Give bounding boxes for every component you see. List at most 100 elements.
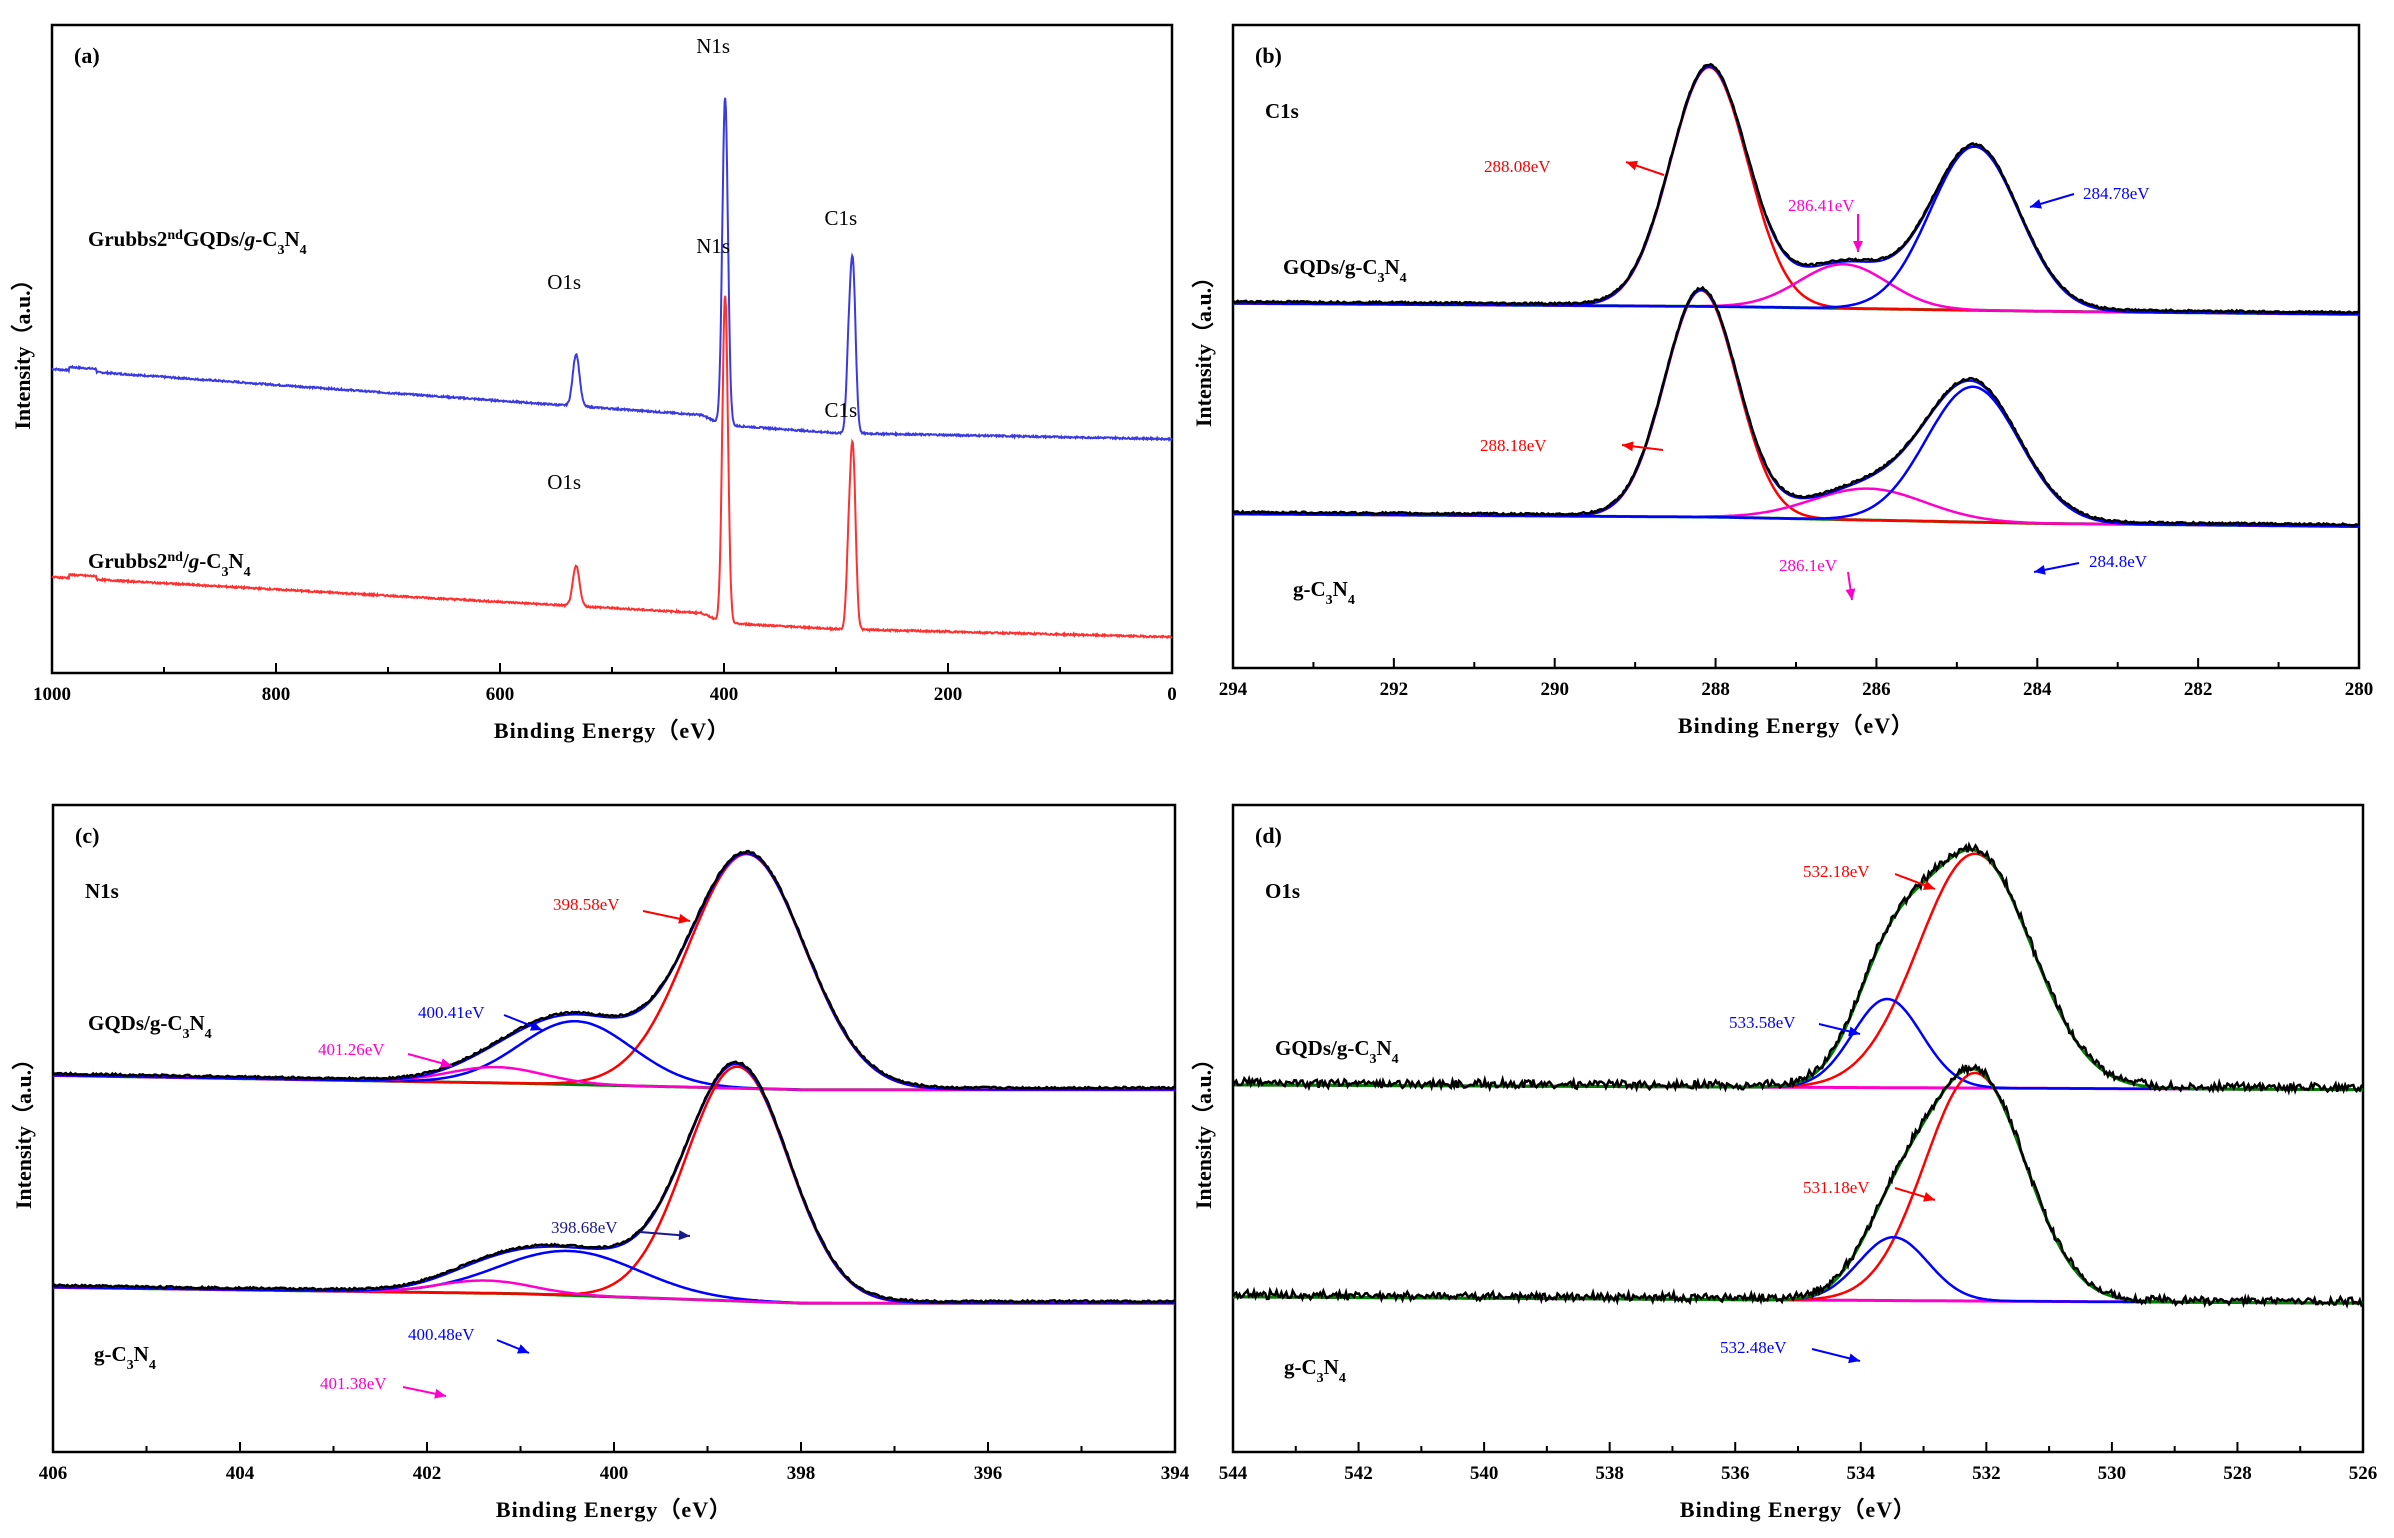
fit-envelope-line [52, 852, 1175, 1091]
x-tick-label: 542 [1344, 1463, 1373, 1484]
series-name: Grubbs2nd/g-C3N4 [88, 549, 251, 580]
peak-label: O1s [547, 270, 581, 294]
x-tick-label: 530 [2098, 1463, 2127, 1484]
arrow-head [440, 1058, 452, 1068]
series-name: g-C3N4 [1284, 1355, 1346, 1386]
peak-energy-label: 398.68eV [551, 1218, 618, 1237]
peak-label: O1s [547, 470, 581, 494]
panel-label: (c) [75, 823, 99, 848]
panel-label: (b) [1255, 43, 1282, 68]
x-tick-label: 406 [39, 1463, 68, 1484]
raw-spectrum-line [1232, 62, 2360, 315]
x-axis-label: Binding Energy（eV） [1678, 713, 1914, 738]
arrow-head [434, 1388, 446, 1399]
fit-component-line [1233, 997, 2363, 1091]
raw-spectrum-line [1231, 841, 2364, 1096]
peak-energy-label: 286.1eV [1779, 556, 1838, 575]
core-level-label: O1s [1265, 879, 1300, 903]
y-axis-label: Intensity（a.u.） [1191, 266, 1216, 427]
fit-component-line [1233, 487, 2359, 528]
arrow-head [1923, 1192, 1935, 1202]
survey-spectrum-line [51, 295, 1173, 640]
x-tick-label: 526 [2349, 1463, 2378, 1484]
series-name: GQDs/g-C3N4 [88, 1011, 212, 1042]
series-name: Grubbs2ndGQDs/g-C3N4 [88, 227, 307, 258]
peak-energy-label: 400.41eV [418, 1003, 485, 1022]
raw-spectrum-line [1231, 1063, 2364, 1309]
arrow-head [1848, 1026, 1860, 1037]
x-axis-label: Binding Energy（eV） [1680, 1497, 1916, 1522]
x-tick-label: 528 [2223, 1463, 2252, 1484]
x-tick-label: 540 [1470, 1463, 1499, 1484]
y-axis-label: Intensity（a.u.） [1191, 1048, 1216, 1209]
plot-frame [1231, 803, 2365, 1454]
series-name: g-C3N4 [1293, 577, 1355, 608]
fit-envelope-line [1233, 65, 2360, 316]
panel-b: 294 292 290 288 286 284 282 280 Binding Energy（e… [1191, 23, 2374, 738]
survey-spectrum-line [51, 97, 1173, 443]
arrow-head [2034, 564, 2046, 575]
peak-energy-label: 288.18eV [1480, 436, 1547, 455]
x-axis-label: Binding Energy（eV） [496, 1497, 732, 1522]
peak-energy-label: 398.58eV [553, 895, 620, 914]
peak-energy-label: 401.26eV [318, 1040, 385, 1059]
series-name: g-C3N4 [94, 1342, 156, 1373]
fit-envelope-line [1233, 1067, 2363, 1305]
plot-frame [50, 23, 1174, 675]
x-tick-label: 404 [226, 1463, 255, 1484]
series-name: GQDs/g-C3N4 [1275, 1036, 1399, 1067]
fit-component-line [1233, 289, 2359, 528]
x-tick-label: 280 [2345, 679, 2374, 700]
peak-energy-label: 288.08eV [1484, 157, 1551, 176]
raw-spectrum-line [52, 849, 1176, 1091]
panel-d: 544 542 540 538 536 534 532 530 528 526 Binding En… [1191, 803, 2378, 1522]
x-tick-label: 282 [2184, 679, 2213, 700]
x-tick-label: 1000 [33, 684, 71, 705]
arrow-head [1848, 1353, 1860, 1364]
fit-envelope-line [1233, 848, 2363, 1092]
x-tick-label: 288 [1701, 679, 1730, 700]
arrow-head [516, 1344, 529, 1354]
raw-spectrum-line [52, 1060, 1176, 1304]
peak-label: C1s [824, 206, 857, 230]
arrow-head [1626, 160, 1639, 171]
x-tick-label: 292 [1380, 679, 1409, 700]
fit-component-line [1233, 1235, 2363, 1305]
arrow-head [1845, 588, 1856, 600]
peak-label: N1s [696, 234, 730, 258]
panel-label: (a) [74, 43, 100, 68]
x-tick-label: 532 [1972, 1463, 2001, 1484]
core-level-label: C1s [1265, 99, 1299, 123]
peak-energy-label: 532.18eV [1803, 862, 1870, 881]
x-tick-label: 200 [934, 684, 963, 705]
x-tick-label: 284 [2023, 679, 2052, 700]
arrow-head [678, 913, 690, 924]
x-tick-label: 394 [1161, 1463, 1190, 1484]
x-tick-label: 400 [710, 684, 739, 705]
peak-energy-label: 533.58eV [1729, 1013, 1796, 1032]
peak-label: C1s [824, 398, 857, 422]
y-axis-label: Intensity（a.u.） [10, 268, 35, 429]
fit-envelope-line [1233, 288, 2359, 528]
peak-label: N1s [696, 34, 730, 58]
arrow-head [1622, 441, 1634, 452]
arrow-head [529, 1021, 542, 1031]
y-axis-label: Intensity（a.u.） [11, 1048, 36, 1209]
x-tick-label: 536 [1721, 1463, 1750, 1484]
raw-spectrum-line [1232, 285, 2360, 527]
x-tick-label: 402 [413, 1463, 442, 1484]
x-tick-label: 600 [486, 684, 515, 705]
x-tick-label: 286 [1862, 679, 1891, 700]
peak-energy-label: 531.18eV [1803, 1178, 1870, 1197]
fit-component-line [1233, 1071, 2363, 1305]
x-tick-label: 0 [1167, 684, 1177, 705]
fit-envelope-line [53, 1063, 1175, 1305]
series-name: GQDs/g-C3N4 [1283, 255, 1407, 286]
x-tick-label: 396 [974, 1463, 1003, 1484]
peak-energy-label: 400.48eV [408, 1325, 475, 1344]
x-tick-label: 544 [1219, 1463, 1248, 1484]
panel-a: 1000 800 600 400 200 0 Binding Energy（eV） Inten… [10, 23, 1177, 743]
fit-component-line [53, 1065, 1175, 1305]
x-tick-label: 294 [1219, 679, 1248, 700]
